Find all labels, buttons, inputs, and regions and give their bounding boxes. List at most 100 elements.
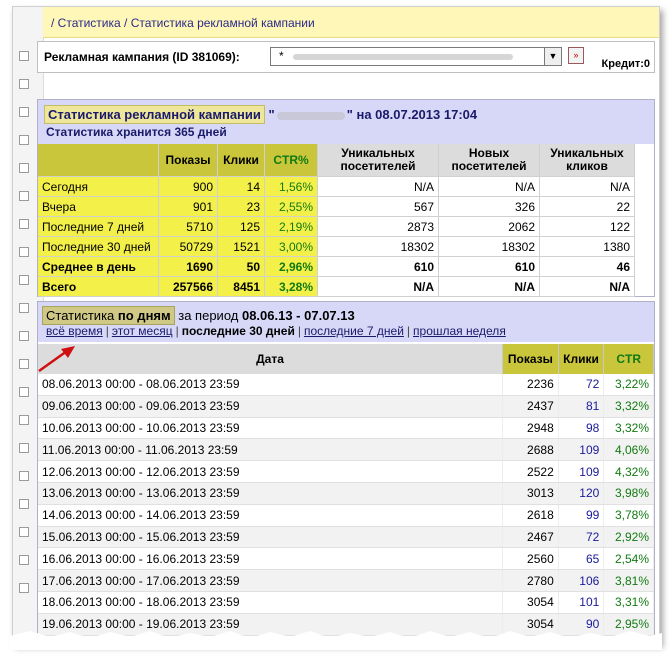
daily-row: 16.06.2013 00:00 - 16.06.2013 23:59 2560 6… xyxy=(38,547,654,571)
stats-row-shows: 50729 xyxy=(158,236,218,257)
campaign-select-value: * xyxy=(279,49,284,63)
breadcrumb-separator: / xyxy=(120,16,131,30)
daily-row-clicks[interactable]: 109 xyxy=(558,438,605,462)
stats-row: Среднее в день 1690 50 2,96% 610 610 46 xyxy=(38,256,635,277)
daily-row-clicks[interactable]: 109 xyxy=(558,460,605,483)
stats-row-new: N/A xyxy=(438,276,540,297)
daily-row-date: 15.06.2013 00:00 - 15.06.2013 23:59 xyxy=(38,526,504,549)
stats-row-unique-clicks: 46 xyxy=(539,256,635,277)
checkbox[interactable] xyxy=(19,583,29,593)
redacted-campaign-name xyxy=(276,111,345,120)
col-header-shows[interactable]: Показы xyxy=(502,344,559,374)
checkbox[interactable] xyxy=(19,51,29,61)
checkbox[interactable] xyxy=(19,107,29,117)
go-button[interactable]: » xyxy=(568,47,584,64)
checkbox[interactable] xyxy=(19,443,29,453)
red-pointer-arrow xyxy=(38,346,75,373)
chevron-down-icon[interactable]: ▼ xyxy=(544,48,561,65)
checkbox[interactable] xyxy=(19,499,29,509)
stats-row-new: 610 xyxy=(438,256,540,277)
checkbox[interactable] xyxy=(19,275,29,285)
period-link-this-month[interactable]: этот месяц xyxy=(111,324,173,338)
checkbox[interactable] xyxy=(19,191,29,201)
checkbox[interactable] xyxy=(19,219,29,229)
torn-edge xyxy=(10,631,662,650)
stats-row-shows: 900 xyxy=(158,176,218,197)
daily-row-clicks[interactable]: 72 xyxy=(558,526,605,549)
daily-row-shows: 3013 xyxy=(502,482,559,505)
period-link-last-7-days[interactable]: последние 7 дней xyxy=(303,324,404,338)
daily-row-ctr: 4,32% xyxy=(603,460,654,483)
checkbox[interactable] xyxy=(19,555,29,565)
daily-row-shows: 2522 xyxy=(502,460,559,483)
checkbox[interactable] xyxy=(19,135,29,145)
period-link-all-time[interactable]: всё время xyxy=(46,324,103,338)
daily-row-clicks[interactable]: 98 xyxy=(558,417,605,440)
stats-row-ctr: 1,56% xyxy=(264,176,318,197)
campaign-select[interactable]: * ▼ xyxy=(270,47,562,66)
breadcrumb-link-statistics[interactable]: / Статистика xyxy=(51,16,121,30)
stats-row-label: Последние 7 дней xyxy=(38,216,159,237)
col-header-unique-clicks: Уникальных кликов xyxy=(539,144,635,177)
stats-row-shows: 901 xyxy=(158,196,218,217)
daily-row: 18.06.2013 00:00 - 18.06.2013 23:59 3054 1… xyxy=(38,591,654,614)
stats-row: Вчера 901 23 2,55% 567 326 22 xyxy=(38,196,635,217)
stats-row-shows: 1690 xyxy=(158,256,218,277)
title-quote-close: " xyxy=(346,107,353,122)
daily-row-ctr: 3,81% xyxy=(603,569,654,592)
daily-row-clicks[interactable]: 81 xyxy=(558,395,605,418)
col-header-ctr[interactable]: CTR xyxy=(603,344,654,374)
daily-row-clicks[interactable]: 72 xyxy=(558,374,605,396)
daily-row-clicks[interactable]: 90 xyxy=(558,613,605,636)
daily-row-clicks[interactable]: 101 xyxy=(558,591,605,614)
stats-row-unique-clicks: 22 xyxy=(539,196,635,217)
daily-row-clicks[interactable]: 99 xyxy=(558,504,605,527)
daily-row-shows: 2618 xyxy=(502,504,559,527)
stats-row-clicks: 50 xyxy=(217,256,265,277)
daily-row-ctr: 3,32% xyxy=(603,417,654,440)
col-header-ctr: CTR% xyxy=(264,144,318,177)
daily-row: 08.06.2013 00:00 - 08.06.2013 23:59 2236 7… xyxy=(38,374,654,396)
stats-row: Последние 30 дней 50729 1521 3,00% 18302… xyxy=(38,236,635,257)
daily-row-ctr: 2,54% xyxy=(603,547,654,571)
daily-row-clicks[interactable]: 120 xyxy=(558,482,605,505)
checkbox[interactable] xyxy=(19,247,29,257)
stats-row-unique-clicks: 122 xyxy=(539,216,635,237)
daily-row-ctr: 3,22% xyxy=(603,374,654,396)
campaign-stats-title: Статистика рекламной кампании " " на 08.0… xyxy=(44,105,478,124)
daily-title-bold: по дням xyxy=(117,308,171,323)
stats-row-label: Последние 30 дней xyxy=(38,236,159,257)
daily-row-date: 16.06.2013 00:00 - 16.06.2013 23:59 xyxy=(38,547,504,571)
daily-row-shows: 2780 xyxy=(502,569,559,592)
daily-row-date: 13.06.2013 00:00 - 13.06.2013 23:59 xyxy=(38,482,504,505)
stats-row-unique-clicks: N/A xyxy=(539,276,635,297)
checkbox[interactable] xyxy=(19,415,29,425)
col-header-new-visitors: Новых посетителей xyxy=(438,144,540,177)
daily-row-date: 18.06.2013 00:00 - 18.06.2013 23:59 xyxy=(38,591,504,614)
checkbox[interactable] xyxy=(19,387,29,397)
period-link-last-30-days[interactable]: последние 30 дней xyxy=(181,324,295,338)
daily-row-clicks[interactable]: 65 xyxy=(558,547,605,571)
stats-row-label: Сегодня xyxy=(38,176,159,197)
checkbox[interactable] xyxy=(19,331,29,341)
checkbox[interactable] xyxy=(19,163,29,173)
stats-row-shows: 257566 xyxy=(158,276,218,297)
daily-row-clicks[interactable]: 106 xyxy=(558,569,605,592)
checkbox[interactable] xyxy=(19,359,29,369)
checkbox[interactable] xyxy=(19,79,29,89)
col-header-date[interactable]: Дата xyxy=(38,344,504,374)
stats-row-shows: 5710 xyxy=(158,216,218,237)
title-date: на 08.07.2013 17:04 xyxy=(356,107,478,122)
period-value: 08.06.13 - 07.07.13 xyxy=(241,308,355,323)
col-header-clicks[interactable]: Клики xyxy=(558,344,605,374)
checkbox[interactable] xyxy=(19,527,29,537)
checkbox[interactable] xyxy=(19,471,29,481)
breadcrumb: / Статистика / Статистика рекламной камп… xyxy=(43,7,659,38)
stats-row-new: N/A xyxy=(438,176,540,197)
checkbox[interactable] xyxy=(19,303,29,313)
col-header-shows: Показы xyxy=(158,144,218,177)
period-label: за период xyxy=(178,308,239,323)
stats-row-clicks: 23 xyxy=(217,196,265,217)
stats-row-new: 18302 xyxy=(438,236,540,257)
period-link-last-week[interactable]: прошлая неделя xyxy=(413,324,506,338)
